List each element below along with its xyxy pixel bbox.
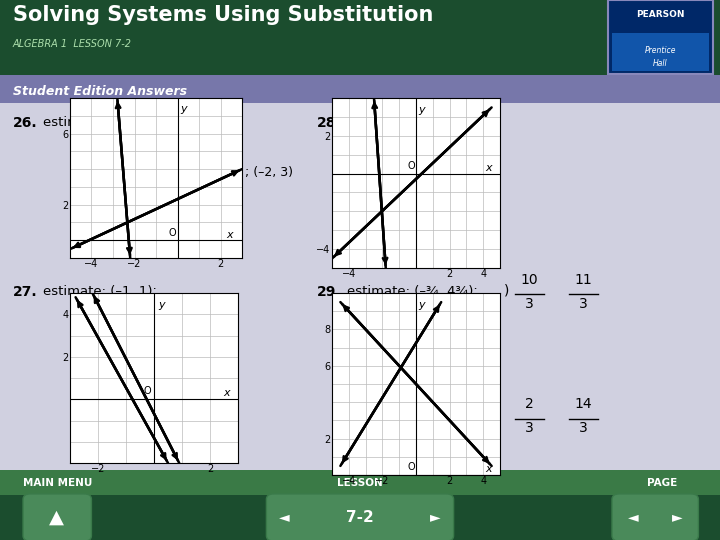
Text: estimate: (–1, 1);: estimate: (–1, 1); xyxy=(43,285,157,298)
Text: estimate: (–3.5, –3.5);: estimate: (–3.5, –3.5); xyxy=(347,117,492,130)
FancyBboxPatch shape xyxy=(23,494,91,540)
Text: ▲: ▲ xyxy=(50,508,64,527)
Text: ): ) xyxy=(504,284,509,298)
Text: 3: 3 xyxy=(525,297,534,311)
Text: ALGEBRA 1  LESSON 7-2: ALGEBRA 1 LESSON 7-2 xyxy=(13,39,132,49)
Text: y: y xyxy=(158,300,165,310)
Text: ►: ► xyxy=(431,510,441,524)
Bar xyxy=(0,470,720,495)
Text: y: y xyxy=(181,104,187,114)
Text: Prentice: Prentice xyxy=(645,46,676,55)
Text: Solving Systems Using Substitution: Solving Systems Using Substitution xyxy=(13,4,433,24)
Text: PAGE: PAGE xyxy=(647,477,678,488)
Text: 28.: 28. xyxy=(317,117,341,131)
Text: x: x xyxy=(485,163,492,173)
Text: O: O xyxy=(408,161,415,171)
FancyBboxPatch shape xyxy=(266,494,454,540)
Text: O: O xyxy=(168,227,176,238)
Text: 11: 11 xyxy=(575,273,592,287)
Text: 27.: 27. xyxy=(13,285,37,299)
Text: Hall: Hall xyxy=(653,59,668,68)
Text: ; (–2, 3): ; (–2, 3) xyxy=(245,166,293,179)
FancyBboxPatch shape xyxy=(608,0,713,74)
Text: x: x xyxy=(227,230,233,240)
Text: x: x xyxy=(223,388,230,398)
Text: 7-2: 7-2 xyxy=(346,510,374,525)
Text: LESSON: LESSON xyxy=(337,477,383,488)
Text: 10: 10 xyxy=(521,273,538,287)
Text: (–1, 1): (–1, 1) xyxy=(72,446,112,460)
Text: Student Edition Answers: Student Edition Answers xyxy=(13,85,187,98)
Text: ►: ► xyxy=(672,510,682,524)
Text: x: x xyxy=(485,464,492,474)
Text: ◄: ◄ xyxy=(629,510,639,524)
FancyBboxPatch shape xyxy=(612,33,709,71)
Bar xyxy=(0,495,720,540)
Text: 14: 14 xyxy=(575,397,592,411)
Text: y: y xyxy=(418,300,425,310)
Text: PEARSON: PEARSON xyxy=(636,10,685,19)
Text: O: O xyxy=(143,386,150,396)
FancyBboxPatch shape xyxy=(612,494,698,540)
Text: ◄: ◄ xyxy=(279,510,289,524)
Bar xyxy=(0,0,720,75)
Text: MAIN MENU: MAIN MENU xyxy=(23,477,92,488)
Text: 3: 3 xyxy=(525,421,534,435)
Text: estimate: (–¾, 4¾);: estimate: (–¾, 4¾); xyxy=(347,285,478,298)
Text: 3: 3 xyxy=(579,421,588,435)
Text: 26.: 26. xyxy=(13,117,37,131)
Text: y: y xyxy=(418,105,425,115)
Text: O: O xyxy=(408,462,415,472)
Bar xyxy=(0,75,720,103)
Text: estimate: (–2, 3);: estimate: (–2, 3); xyxy=(43,117,157,130)
Text: 3: 3 xyxy=(579,297,588,311)
Text: 2: 2 xyxy=(525,397,534,411)
Text: 29.: 29. xyxy=(317,285,341,299)
